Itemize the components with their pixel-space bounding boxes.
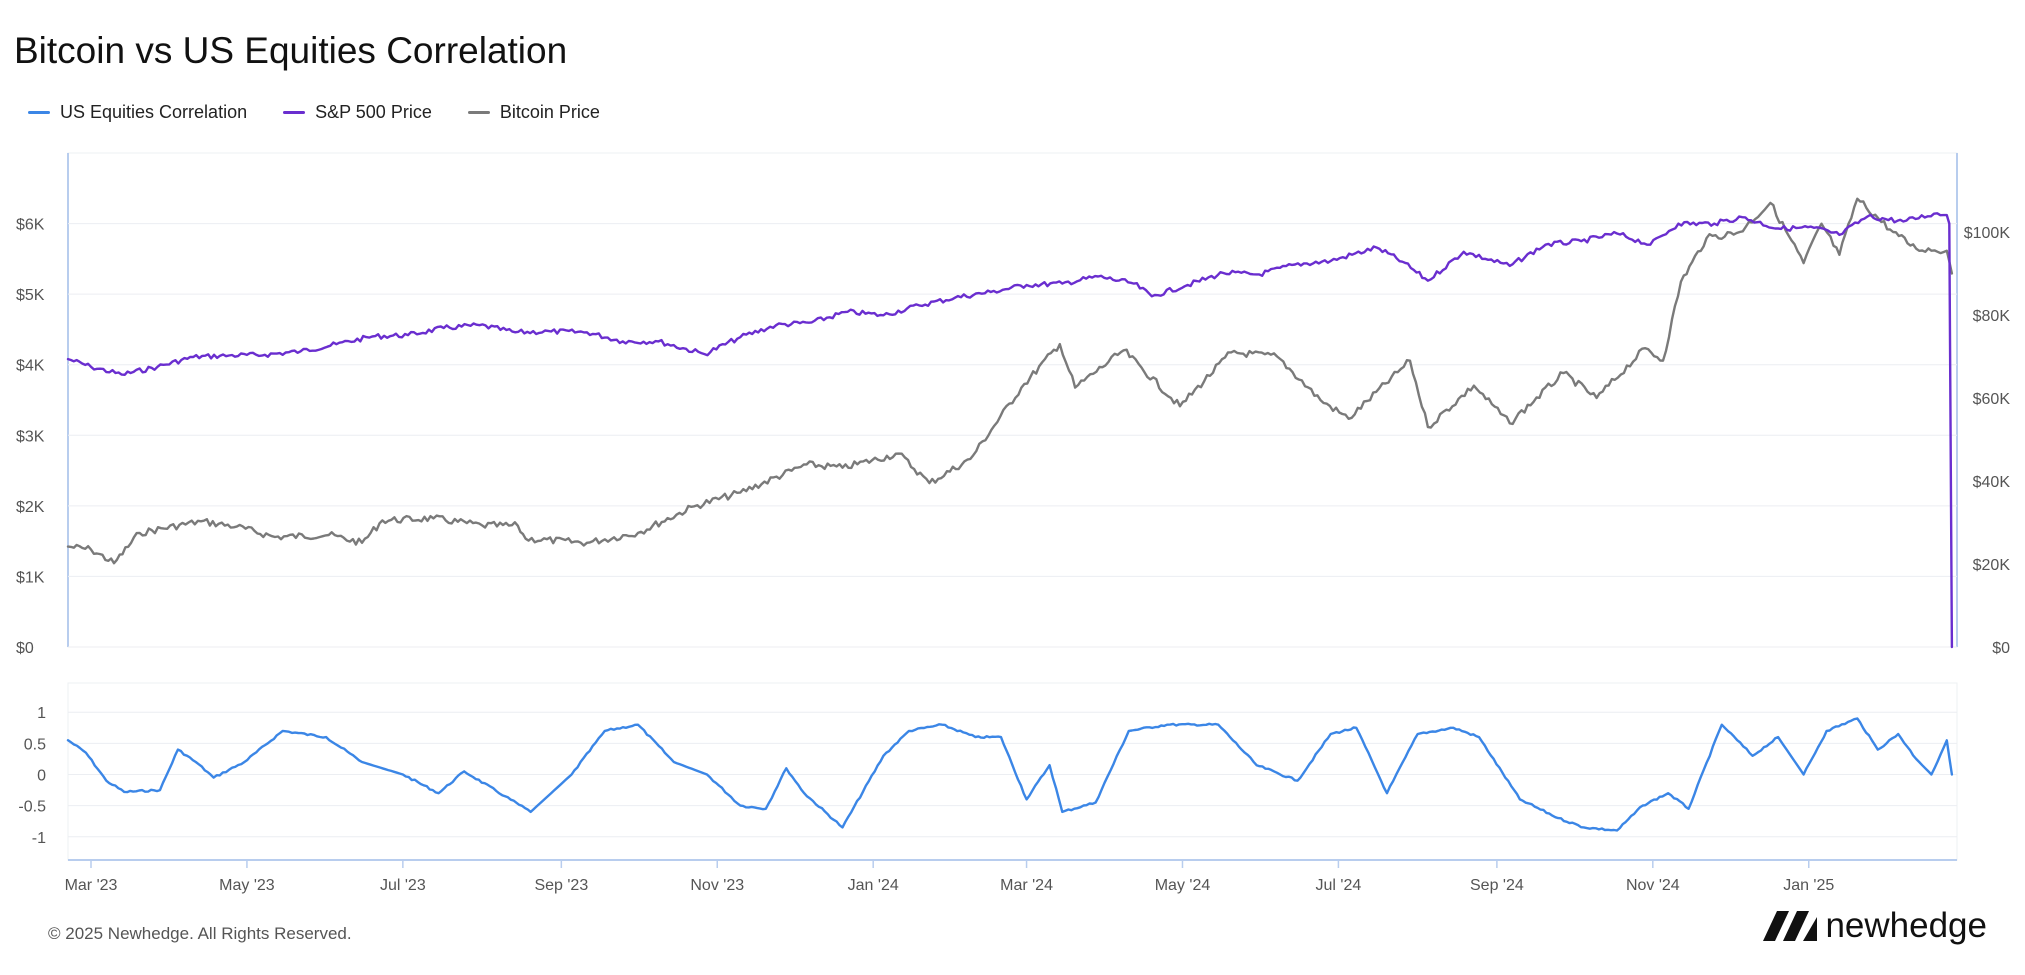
correlation-tick-label: 0	[37, 768, 46, 785]
chart-legend: US Equities Correlation S&P 500 Price Bi…	[28, 102, 600, 123]
right-axis-tick-label: $60K	[1973, 391, 2011, 408]
legend-label-correlation: US Equities Correlation	[60, 102, 248, 122]
x-axis-tick-label: Jan '24	[848, 877, 899, 894]
legend-item-sp500[interactable]: S&P 500 Price	[283, 102, 432, 123]
newhedge-logo-icon	[1763, 911, 1818, 941]
x-axis-tick-label: May '23	[219, 877, 275, 894]
left-axis-tick-label: $6K	[16, 217, 45, 234]
x-axis-tick-label: Sep '23	[534, 877, 588, 894]
x-axis-tick-label: Jan '25	[1783, 877, 1834, 894]
correlation-tick-label: -0.5	[18, 799, 46, 816]
right-axis-tick-label: $80K	[1973, 308, 2011, 325]
main-panel-frame	[67, 152, 1958, 648]
left-axis-tick-label: $3K	[16, 428, 45, 445]
right-axis-tick-label: $100K	[1964, 225, 2011, 242]
legend-item-bitcoin[interactable]: Bitcoin Price	[467, 102, 600, 123]
x-axis-tick-label: May '24	[1155, 877, 1211, 894]
legend-label-bitcoin: Bitcoin Price	[499, 102, 600, 122]
correlation-panel-frame	[67, 682, 1958, 861]
left-axis-tick-label: $1K	[16, 569, 45, 586]
chart-title: Bitcoin vs US Equities Correlation	[14, 30, 568, 71]
legend-swatch-sp500	[283, 111, 306, 114]
legend-swatch-bitcoin	[467, 111, 490, 114]
correlation-tick-label: 0.5	[24, 736, 46, 753]
correlation-tick-label: -1	[32, 830, 46, 847]
left-axis-tick-label: $4K	[16, 358, 45, 375]
newhedge-logo[interactable]: newhedge	[1763, 906, 1987, 946]
right-axis-tick-label: $0	[1992, 640, 2010, 657]
x-axis-tick-label: Jul '24	[1316, 877, 1362, 894]
left-axis-tick-label: $5K	[16, 287, 45, 304]
legend-item-correlation[interactable]: US Equities Correlation	[28, 102, 247, 123]
series-line-bitcoin	[66, 197, 1954, 565]
series-line-correlation	[66, 717, 1954, 832]
x-axis-tick-label: Nov '24	[1626, 877, 1680, 894]
x-axis-tick-label: Mar '23	[65, 877, 118, 894]
right-axis-tick-label: $40K	[1973, 474, 2011, 491]
x-axis-tick-label: Jul '23	[380, 877, 426, 894]
correlation-tick-label: 1	[37, 705, 46, 722]
left-axis-tick-label: $0	[16, 640, 34, 657]
legend-label-sp500: S&P 500 Price	[315, 102, 432, 122]
right-axis-tick-label: $20K	[1973, 557, 2011, 574]
x-axis-tick-label: Sep '24	[1470, 877, 1524, 894]
x-axis-tick-label: Nov '23	[690, 877, 744, 894]
x-axis-tick-label: Mar '24	[1000, 877, 1053, 894]
legend-swatch-correlation	[28, 111, 50, 114]
left-axis-tick-label: $2K	[16, 499, 45, 516]
logo-text: newhedge	[1825, 906, 1987, 945]
copyright-text: © 2025 Newhedge. All Rights Reserved.	[48, 924, 352, 943]
series-line-sp500	[66, 212, 1954, 649]
